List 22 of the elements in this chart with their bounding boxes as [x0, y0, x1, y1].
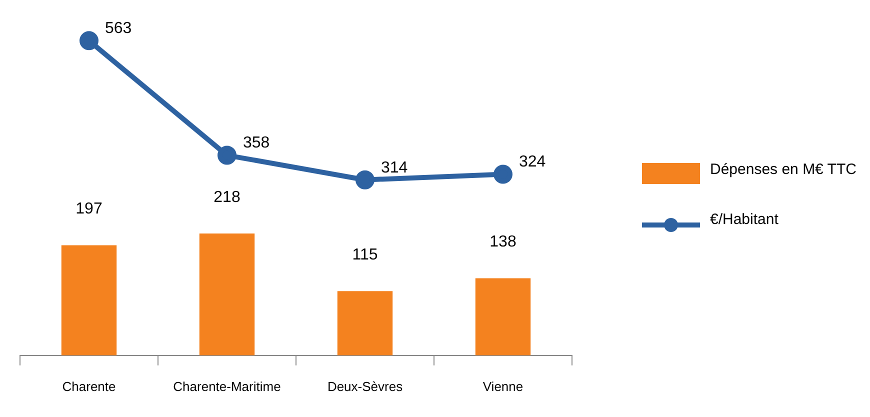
data-label: 197 [76, 200, 102, 218]
point [494, 164, 512, 184]
bar [475, 278, 531, 356]
x-tick-label: Vienne [482, 378, 524, 394]
x-tick-label: Deux-Sèvres [327, 378, 404, 394]
data-label: 358 [243, 134, 270, 152]
data-label: 218 [214, 188, 240, 206]
bar [337, 291, 393, 356]
data-label: 324 [519, 154, 546, 171]
point [80, 31, 98, 50]
data-label: 115 [352, 246, 378, 264]
point [356, 170, 374, 190]
bar [199, 234, 255, 356]
x-tick-label: Charente-Maritime [173, 378, 281, 394]
bar [61, 245, 117, 356]
legend-label: Dépenses en M€ TTC [710, 161, 857, 178]
data-label: 563 [105, 20, 132, 38]
data-label: 314 [381, 159, 408, 176]
legend-label: €/Habitant [710, 211, 780, 228]
point [218, 146, 236, 165]
x-tick-label: Charente [62, 378, 116, 394]
data-label: 138 [490, 234, 516, 251]
